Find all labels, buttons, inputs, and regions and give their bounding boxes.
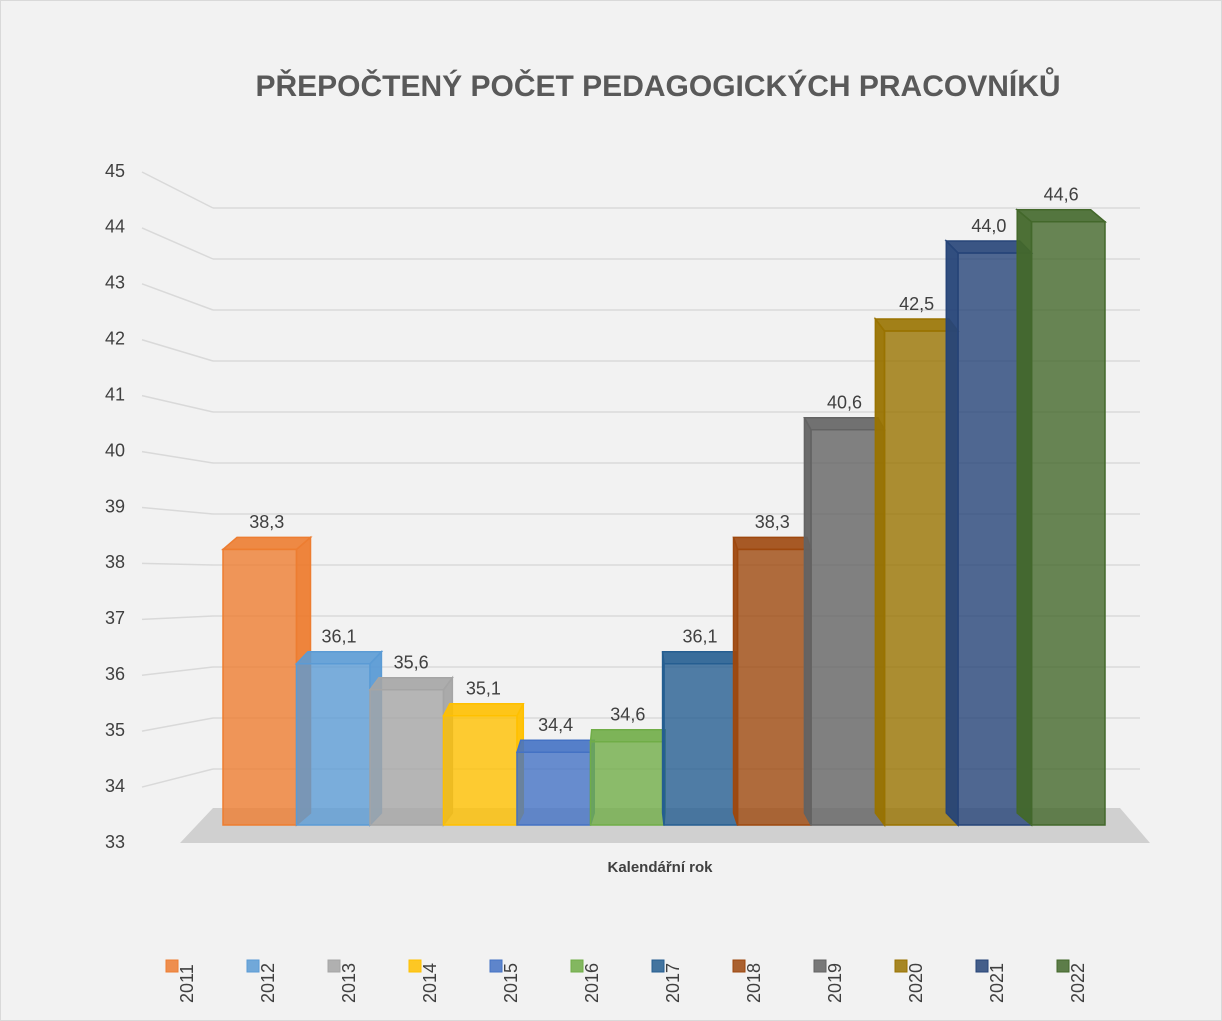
grid-line (141, 666, 214, 676)
grid-line (141, 615, 214, 621)
grid-line (141, 394, 214, 413)
data-label: 36,1 (683, 627, 718, 647)
legend-label: 2016 (582, 963, 602, 1003)
bar-face (661, 651, 739, 665)
legend-swatch (165, 959, 179, 973)
bar-face (732, 536, 813, 551)
legend-label: 2014 (420, 963, 440, 1003)
legend-label: 2020 (906, 963, 926, 1003)
y-tick-label: 38 (105, 552, 125, 572)
y-tick-label: 33 (105, 832, 125, 852)
bar-face (803, 417, 812, 826)
legend-label: 2019 (825, 963, 845, 1003)
bar-face (663, 663, 739, 826)
data-label: 35,6 (394, 653, 429, 673)
bar-face (874, 316, 886, 828)
bar (294, 649, 384, 827)
bar-face (945, 239, 959, 827)
bar-face (369, 689, 445, 826)
bar-face (295, 663, 371, 826)
legend-swatch (1056, 959, 1070, 973)
bar-face (736, 548, 812, 826)
grid-line (141, 562, 214, 566)
bar (515, 739, 596, 826)
y-tick-label: 45 (105, 161, 125, 181)
grid-line (141, 768, 214, 788)
y-tick-label: 36 (105, 664, 125, 684)
bar-face (368, 677, 454, 691)
bar-face (294, 651, 384, 665)
data-label: 38,3 (755, 512, 790, 532)
legend-swatch (894, 959, 908, 973)
legend-swatch (327, 959, 341, 973)
data-label: 44,6 (1044, 185, 1079, 205)
bar-face (516, 751, 592, 826)
bar (1015, 208, 1108, 827)
bar-face (1030, 221, 1106, 826)
bar (442, 703, 525, 826)
legend-swatch (570, 959, 584, 973)
legend-label: 2021 (987, 963, 1007, 1003)
bar-face (803, 417, 886, 431)
y-tick-label: 39 (105, 496, 125, 516)
bar-face (1015, 209, 1108, 223)
data-label: 40,6 (827, 393, 862, 413)
legend-swatch (732, 959, 746, 973)
legend-label: 2022 (1068, 963, 1088, 1003)
bar (944, 239, 1034, 827)
data-label: 42,5 (899, 294, 934, 314)
bar-face (810, 429, 886, 826)
legend-swatch (975, 959, 989, 973)
bar (368, 675, 454, 828)
legend-label: 2013 (339, 963, 359, 1003)
y-tick-label: 40 (105, 440, 125, 460)
legend-swatch (408, 959, 422, 973)
legend-label: 2018 (744, 963, 764, 1003)
legend-swatch (489, 959, 503, 973)
y-tick-label: 37 (105, 608, 125, 628)
grid-line (141, 717, 214, 732)
data-label: 35,1 (466, 679, 501, 699)
legend-label: 2012 (258, 963, 278, 1003)
bar-face (220, 536, 313, 551)
y-tick-label: 41 (105, 384, 125, 404)
y-tick-label: 44 (105, 217, 125, 237)
bar-face (589, 741, 665, 826)
grid-line (141, 283, 214, 311)
legend-swatch (651, 959, 665, 973)
y-tick-label: 35 (105, 720, 125, 740)
data-label: 34,4 (538, 715, 573, 735)
legend-label: 2015 (501, 963, 521, 1003)
data-label: 36,1 (321, 627, 356, 647)
bar-face (442, 703, 525, 717)
legend-label: 2011 (177, 964, 197, 1003)
bar-face (589, 729, 666, 743)
bar-face (515, 739, 596, 753)
bar (661, 651, 739, 826)
data-label: 34,6 (610, 705, 645, 725)
data-label: 38,3 (249, 512, 284, 532)
legend-label: 2017 (663, 963, 683, 1003)
grid-line (141, 227, 214, 260)
bar (803, 417, 886, 826)
grid-line (141, 506, 214, 515)
legend-swatch (246, 959, 260, 973)
bar (589, 729, 666, 826)
grid-line (141, 450, 214, 464)
x-axis-label: Kalendářní rok (607, 859, 713, 876)
legend-swatch (813, 959, 827, 973)
grid-line (141, 171, 214, 209)
bar-face (222, 548, 298, 826)
bar-face (1016, 208, 1033, 827)
y-tick-label: 43 (105, 273, 125, 293)
bar (873, 316, 960, 828)
bar (732, 536, 813, 826)
y-tick-label: 34 (105, 776, 125, 796)
y-tick-label: 42 (105, 329, 125, 349)
bar-face (442, 715, 518, 826)
chart-title: PŘEPOČTENÝ POČET PEDAGOGICKÝCH PRACOVNÍK… (255, 67, 1060, 103)
grid-line (141, 339, 214, 362)
data-label: 44,0 (971, 216, 1006, 236)
